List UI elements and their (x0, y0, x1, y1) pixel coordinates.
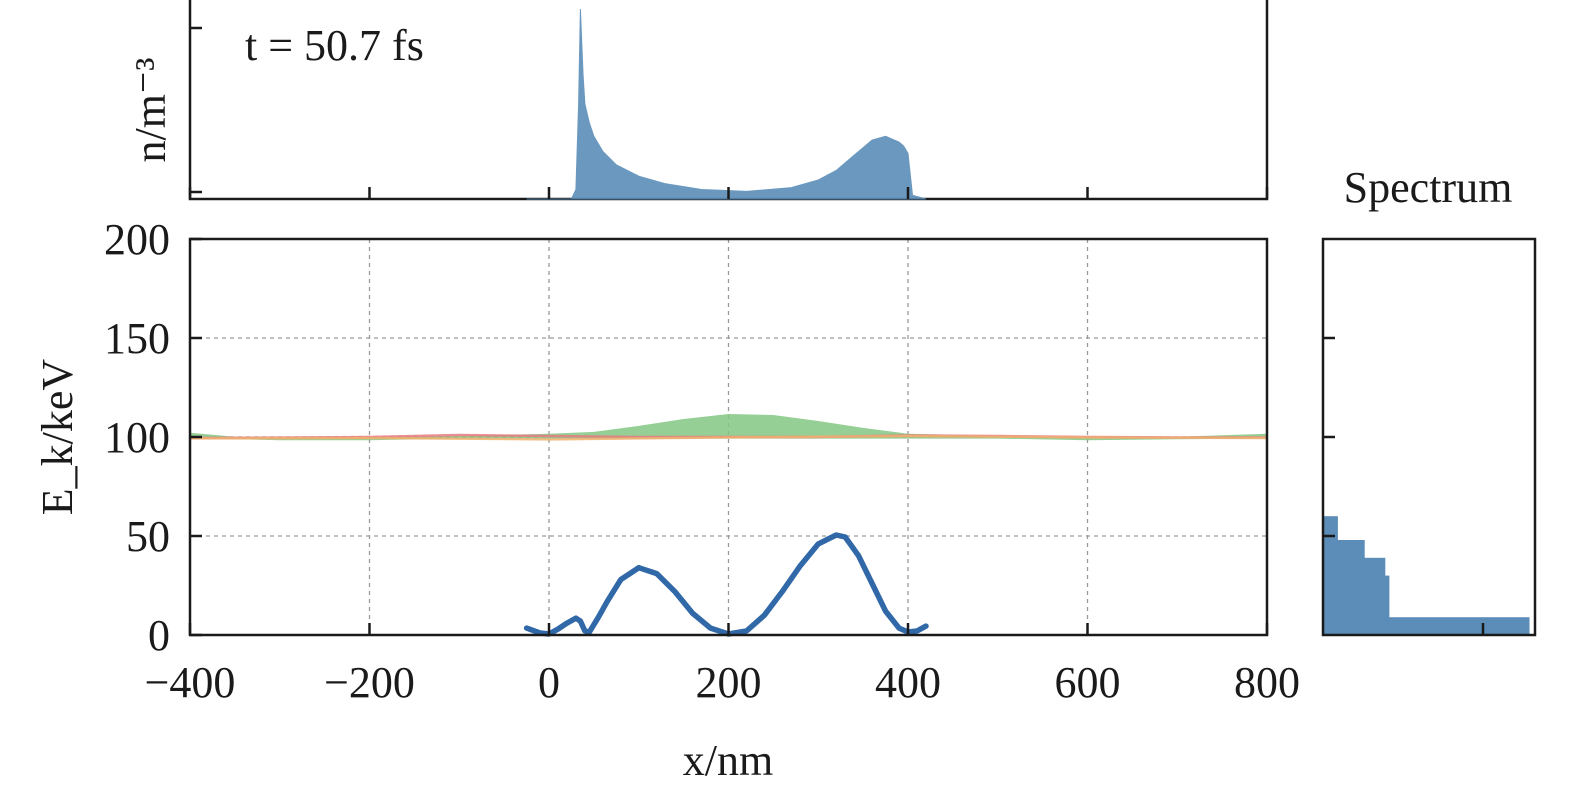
energy-line-3 (523, 532, 929, 637)
energy-bands-layer (190, 414, 1267, 441)
spectrum-bar (1337, 540, 1365, 635)
spectrum-bar (1364, 557, 1386, 635)
time-annotation: t = 50.7 fs (245, 21, 424, 70)
energy-y-tick-label: 200 (104, 215, 170, 264)
energy-x-tick-label: 400 (875, 658, 941, 707)
energy-x-tick-label: 200 (696, 658, 762, 707)
energy-y-tick-label: 100 (104, 413, 170, 462)
energy-x-tick-label: 0 (538, 658, 560, 707)
energy-line-layer (523, 532, 929, 637)
energy-y-tick-label: 0 (148, 611, 170, 660)
energy-x-tick-label: −200 (324, 658, 415, 707)
spectrum-title: Spectrum (1344, 163, 1513, 212)
spectrum-bars-layer (1323, 516, 1530, 635)
energy-x-tick-label: 800 (1234, 658, 1300, 707)
density-ticks-layer (188, 26, 1269, 199)
energy-x-tick-labels: −400 −200 0 200 400 600 800 (145, 658, 1300, 707)
energy-y-tick-label: 150 (104, 314, 170, 363)
density-area (526, 8, 927, 200)
energy-band-2 (190, 434, 1267, 441)
energy-y-label: E_k/keV (33, 359, 82, 516)
energy-x-label: x/nm (683, 736, 773, 785)
spectrum-bar (1384, 575, 1390, 635)
spectrum-ticks-layer (1323, 336, 1485, 635)
energy-ticks-layer (188, 237, 1269, 637)
density-panel: t = 50.7 fs n/m⁻³ (126, 0, 1269, 201)
density-y-label: n/m⁻³ (126, 58, 175, 163)
density-area-layer (526, 8, 927, 200)
spectrum-panel: Spectrum (1321, 163, 1537, 637)
spectrum-bar (1323, 516, 1338, 635)
energy-y-tick-label: 50 (126, 512, 170, 561)
energy-band-0 (190, 414, 1267, 441)
energy-y-tick-labels: 0 50 100 150 200 (104, 215, 170, 660)
energy-x-tick-label: 600 (1055, 658, 1121, 707)
spectrum-bar (1388, 617, 1530, 635)
energy-x-tick-label: −400 (145, 658, 236, 707)
